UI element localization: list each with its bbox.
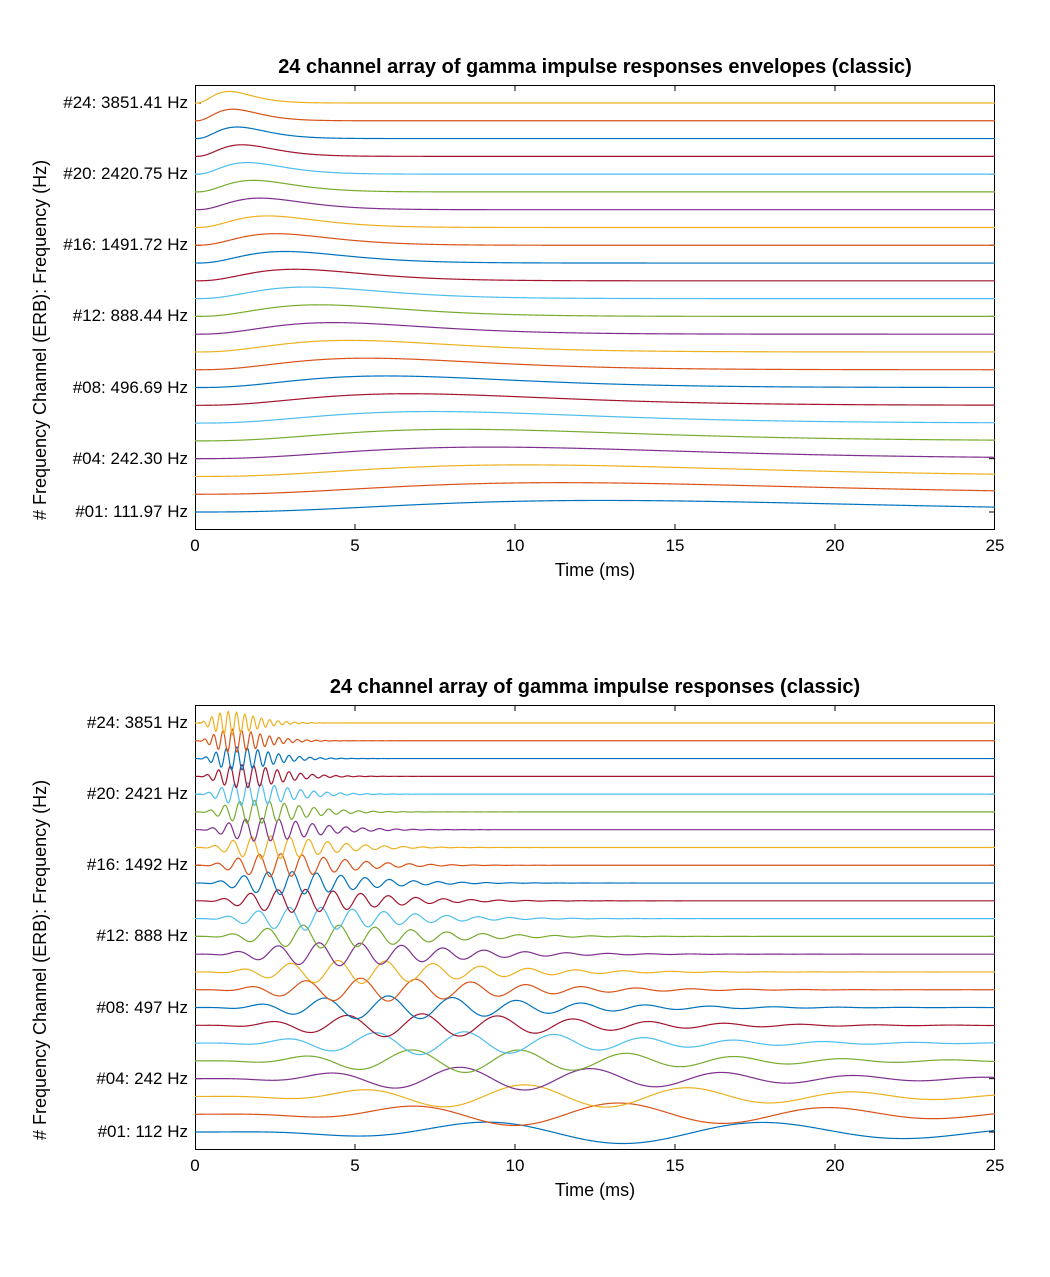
xtick-label: 15	[650, 536, 700, 556]
channel-line	[195, 163, 995, 175]
channel-line	[195, 483, 995, 495]
plot-impulses	[195, 705, 995, 1150]
channel-line	[195, 1032, 995, 1055]
channel-line	[195, 305, 995, 317]
panel1-xlabel: Time (ms)	[195, 560, 995, 581]
ytick-label: #12: 888.44 Hz	[40, 306, 188, 326]
channel-line	[195, 889, 995, 912]
channel-line	[195, 394, 995, 406]
xtick-label: 0	[170, 536, 220, 556]
channel-line	[195, 1085, 995, 1107]
ytick-label: #20: 2421 Hz	[40, 784, 188, 804]
channel-line	[195, 465, 995, 477]
ytick-label: #24: 3851 Hz	[40, 713, 188, 733]
channel-line	[195, 429, 995, 441]
xtick-label: 0	[170, 1156, 220, 1176]
channel-line	[195, 127, 995, 139]
channel-line	[195, 907, 995, 930]
channel-line	[195, 1067, 995, 1090]
channel-line	[195, 234, 995, 246]
channel-line	[195, 747, 995, 770]
channel-line	[195, 961, 995, 984]
plot-envelopes	[195, 85, 995, 530]
channel-line	[195, 180, 995, 192]
xtick-label: 25	[970, 1156, 1020, 1176]
ytick-label: #08: 496.69 Hz	[40, 378, 188, 398]
panel2-xlabel: Time (ms)	[195, 1180, 995, 1201]
xtick-label: 10	[490, 536, 540, 556]
ytick-label: #01: 111.97 Hz	[40, 502, 188, 522]
ytick-label: #16: 1492 Hz	[40, 855, 188, 875]
xtick-label: 5	[330, 1156, 380, 1176]
channel-line	[195, 854, 995, 877]
figure: 24 channel array of gamma impulse respon…	[0, 0, 1050, 1277]
channel-line	[195, 872, 995, 895]
channel-line	[195, 251, 995, 263]
ytick-label: #24: 3851.41 Hz	[40, 93, 188, 113]
channel-line	[195, 198, 995, 210]
channel-line	[195, 447, 995, 459]
xtick-label: 25	[970, 536, 1020, 556]
xtick-label: 15	[650, 1156, 700, 1176]
channel-line	[195, 836, 995, 859]
channel-line	[195, 323, 995, 335]
channel-line	[195, 729, 995, 752]
channel-line	[195, 287, 995, 299]
channel-line	[195, 269, 995, 281]
ytick-label: #01: 112 Hz	[40, 1122, 188, 1142]
panel2-title: 24 channel array of gamma impulse respon…	[195, 676, 995, 699]
channel-line	[195, 340, 995, 352]
channel-line	[195, 91, 995, 103]
panel1-title: 24 channel array of gamma impulse respon…	[195, 56, 995, 79]
channel-line	[195, 783, 995, 806]
channel-line	[195, 996, 995, 1019]
channel-line	[195, 1122, 995, 1143]
channel-line	[195, 765, 995, 788]
channel-line	[195, 712, 995, 735]
xtick-label: 20	[810, 536, 860, 556]
channel-line	[195, 818, 995, 841]
channel-line	[195, 376, 995, 388]
channel-line	[195, 145, 995, 157]
channel-line	[195, 943, 995, 966]
ytick-label: #20: 2420.75 Hz	[40, 164, 188, 184]
channel-line	[195, 216, 995, 228]
ytick-label: #04: 242 Hz	[40, 1069, 188, 1089]
channel-line	[195, 109, 995, 121]
channel-line	[195, 358, 995, 370]
channel-line	[195, 978, 995, 1001]
xtick-label: 5	[330, 536, 380, 556]
xtick-label: 10	[490, 1156, 540, 1176]
ytick-label: #12: 888 Hz	[40, 926, 188, 946]
xtick-label: 20	[810, 1156, 860, 1176]
ytick-label: #16: 1491.72 Hz	[40, 235, 188, 255]
channel-line	[195, 800, 995, 823]
channel-line	[195, 1014, 995, 1037]
ytick-label: #04: 242.30 Hz	[40, 449, 188, 469]
ytick-label: #08: 497 Hz	[40, 998, 188, 1018]
channel-line	[195, 500, 995, 512]
channel-line	[195, 412, 995, 424]
